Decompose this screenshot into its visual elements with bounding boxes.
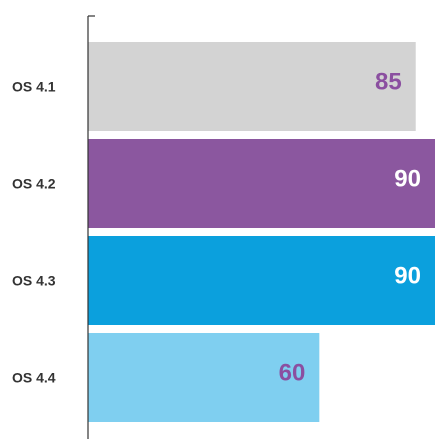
value-label: 85 bbox=[375, 69, 402, 96]
category-label: OS 4.2 bbox=[12, 176, 56, 192]
bar-os-4-2 bbox=[88, 139, 435, 228]
value-labels-layer: 85 90 90 60 bbox=[279, 69, 421, 387]
bars-layer bbox=[88, 42, 435, 422]
value-label: 90 bbox=[394, 166, 421, 193]
y-axis bbox=[87, 15, 95, 439]
category-labels-layer: OS 4.1 OS 4.2 OS 4.3 OS 4.4 bbox=[12, 79, 56, 386]
value-label: 90 bbox=[394, 263, 421, 290]
category-label: OS 4.3 bbox=[12, 273, 56, 289]
category-label: OS 4.1 bbox=[12, 79, 56, 95]
bar-os-4-3 bbox=[88, 236, 435, 325]
bar-os-4-4 bbox=[88, 333, 320, 422]
category-label: OS 4.4 bbox=[12, 370, 56, 386]
bar-os-4-1 bbox=[88, 42, 416, 131]
value-label: 60 bbox=[279, 360, 306, 387]
